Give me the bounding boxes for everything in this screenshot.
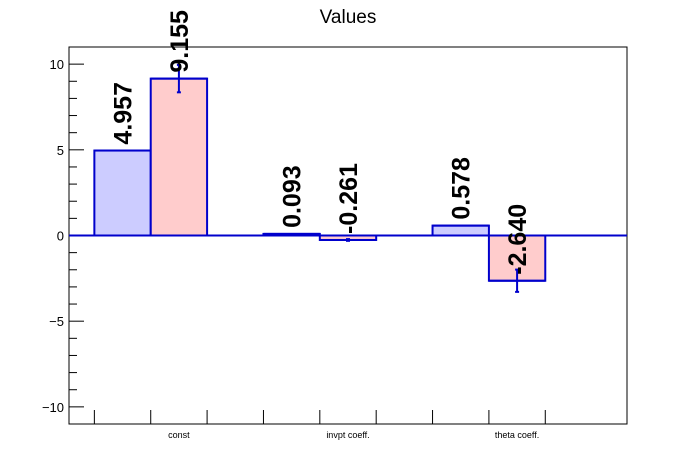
y-tick-label: 0	[57, 229, 64, 244]
y-tick-label: −10	[42, 400, 64, 415]
category-label: const	[168, 430, 190, 440]
y-tick-label: 10	[50, 57, 64, 72]
data-label: -2.640	[504, 204, 532, 275]
data-label: 0.578	[448, 157, 476, 220]
chart-title: Values	[320, 7, 377, 28]
category-label: theta coeff.	[495, 430, 539, 440]
bar	[93, 149, 152, 237]
data-label: 9.155	[166, 10, 194, 73]
y-tick-label: 5	[57, 143, 64, 158]
y-tick-label: −5	[49, 314, 64, 329]
data-label: 0.093	[279, 165, 307, 228]
bar	[149, 77, 209, 237]
category-label: invpt coeff.	[326, 430, 369, 440]
data-label: 4.957	[110, 82, 138, 145]
bar	[431, 224, 490, 237]
data-label: -0.261	[335, 163, 363, 234]
